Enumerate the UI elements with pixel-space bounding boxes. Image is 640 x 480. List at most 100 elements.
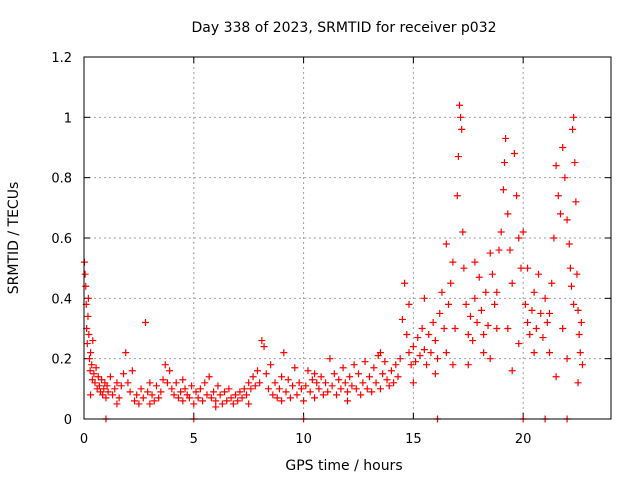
data-point [488,270,496,278]
data-point [139,394,147,402]
data-point [442,240,450,248]
data-point [199,397,207,405]
x-tick-label: 5 [190,432,198,447]
data-point [572,198,580,206]
data-point [449,361,457,369]
y-tick-label: 0.6 [51,232,72,247]
data-point [99,391,107,399]
data-point [420,294,428,302]
data-point [212,403,220,411]
data-point [308,376,316,384]
data-point [85,355,93,363]
data-point [570,300,578,308]
data-point [81,270,89,278]
data-point [491,300,499,308]
data-points [80,101,586,423]
data-point [396,355,404,363]
data-point [454,153,462,161]
data-point [510,150,518,158]
y-tick-label: 1.2 [51,51,72,66]
data-point [508,279,516,287]
data-point [103,382,111,390]
data-point [409,343,417,351]
data-point [85,331,93,339]
data-point [109,391,117,399]
data-point [416,352,424,360]
data-point [223,397,231,405]
data-point [497,228,505,236]
data-point [330,370,338,378]
data-point [423,361,431,369]
data-point [577,318,585,326]
data-point [210,388,218,396]
data-point [87,391,95,399]
data-point [394,373,402,381]
y-tick-label: 1 [64,111,72,126]
data-point [504,210,512,218]
data-point [337,385,345,393]
data-point [293,391,301,399]
data-point [546,349,554,357]
data-point [556,210,564,218]
data-point [148,391,156,399]
data-point [376,385,384,393]
data-point [84,294,92,302]
data-point [92,364,100,372]
data-point [146,379,154,387]
data-point [563,355,571,363]
data-point [550,234,558,242]
data-point [346,373,354,381]
data-point [289,382,297,390]
data-point [363,385,371,393]
data-point [177,388,185,396]
data-point [253,367,261,375]
data-point [563,216,571,224]
data-point [341,379,349,387]
data-point [506,246,514,254]
data-point [401,279,409,287]
data-point [201,379,209,387]
data-point [427,349,435,357]
data-point [306,388,314,396]
data-point [462,300,470,308]
data-point [311,394,319,402]
data-point [475,273,483,281]
data-point [273,394,281,402]
data-point [573,270,581,278]
data-point [94,373,102,381]
data-point [278,373,286,381]
data-point [473,318,481,326]
data-point [91,379,99,387]
data-point [159,376,167,384]
data-point [311,370,319,378]
data-point [117,382,125,390]
data-point [515,340,523,348]
data-point [221,388,229,396]
data-point [131,397,139,405]
data-point [409,379,417,387]
data-point [565,240,573,248]
data-point [365,373,373,381]
data-point [440,325,448,332]
y-tick-labels: 0 0.2 0.4 0.6 0.8 1 1.2 [51,51,72,428]
data-point [258,337,266,345]
data-point [495,246,503,254]
data-point [188,382,196,390]
data-point [451,325,459,332]
data-point [137,385,145,393]
data-point [499,186,507,194]
data-point [126,388,134,396]
data-point [554,192,562,200]
data-point [90,370,98,378]
data-point [372,379,380,387]
data-point [457,113,465,121]
data-point [315,385,323,393]
data-point [420,346,428,354]
data-point [319,391,327,399]
y-tick-label: 0.4 [51,292,72,307]
data-point [102,394,110,402]
data-point [418,325,426,332]
data-point [278,397,286,405]
data-point [181,385,189,393]
data-point [471,294,479,302]
